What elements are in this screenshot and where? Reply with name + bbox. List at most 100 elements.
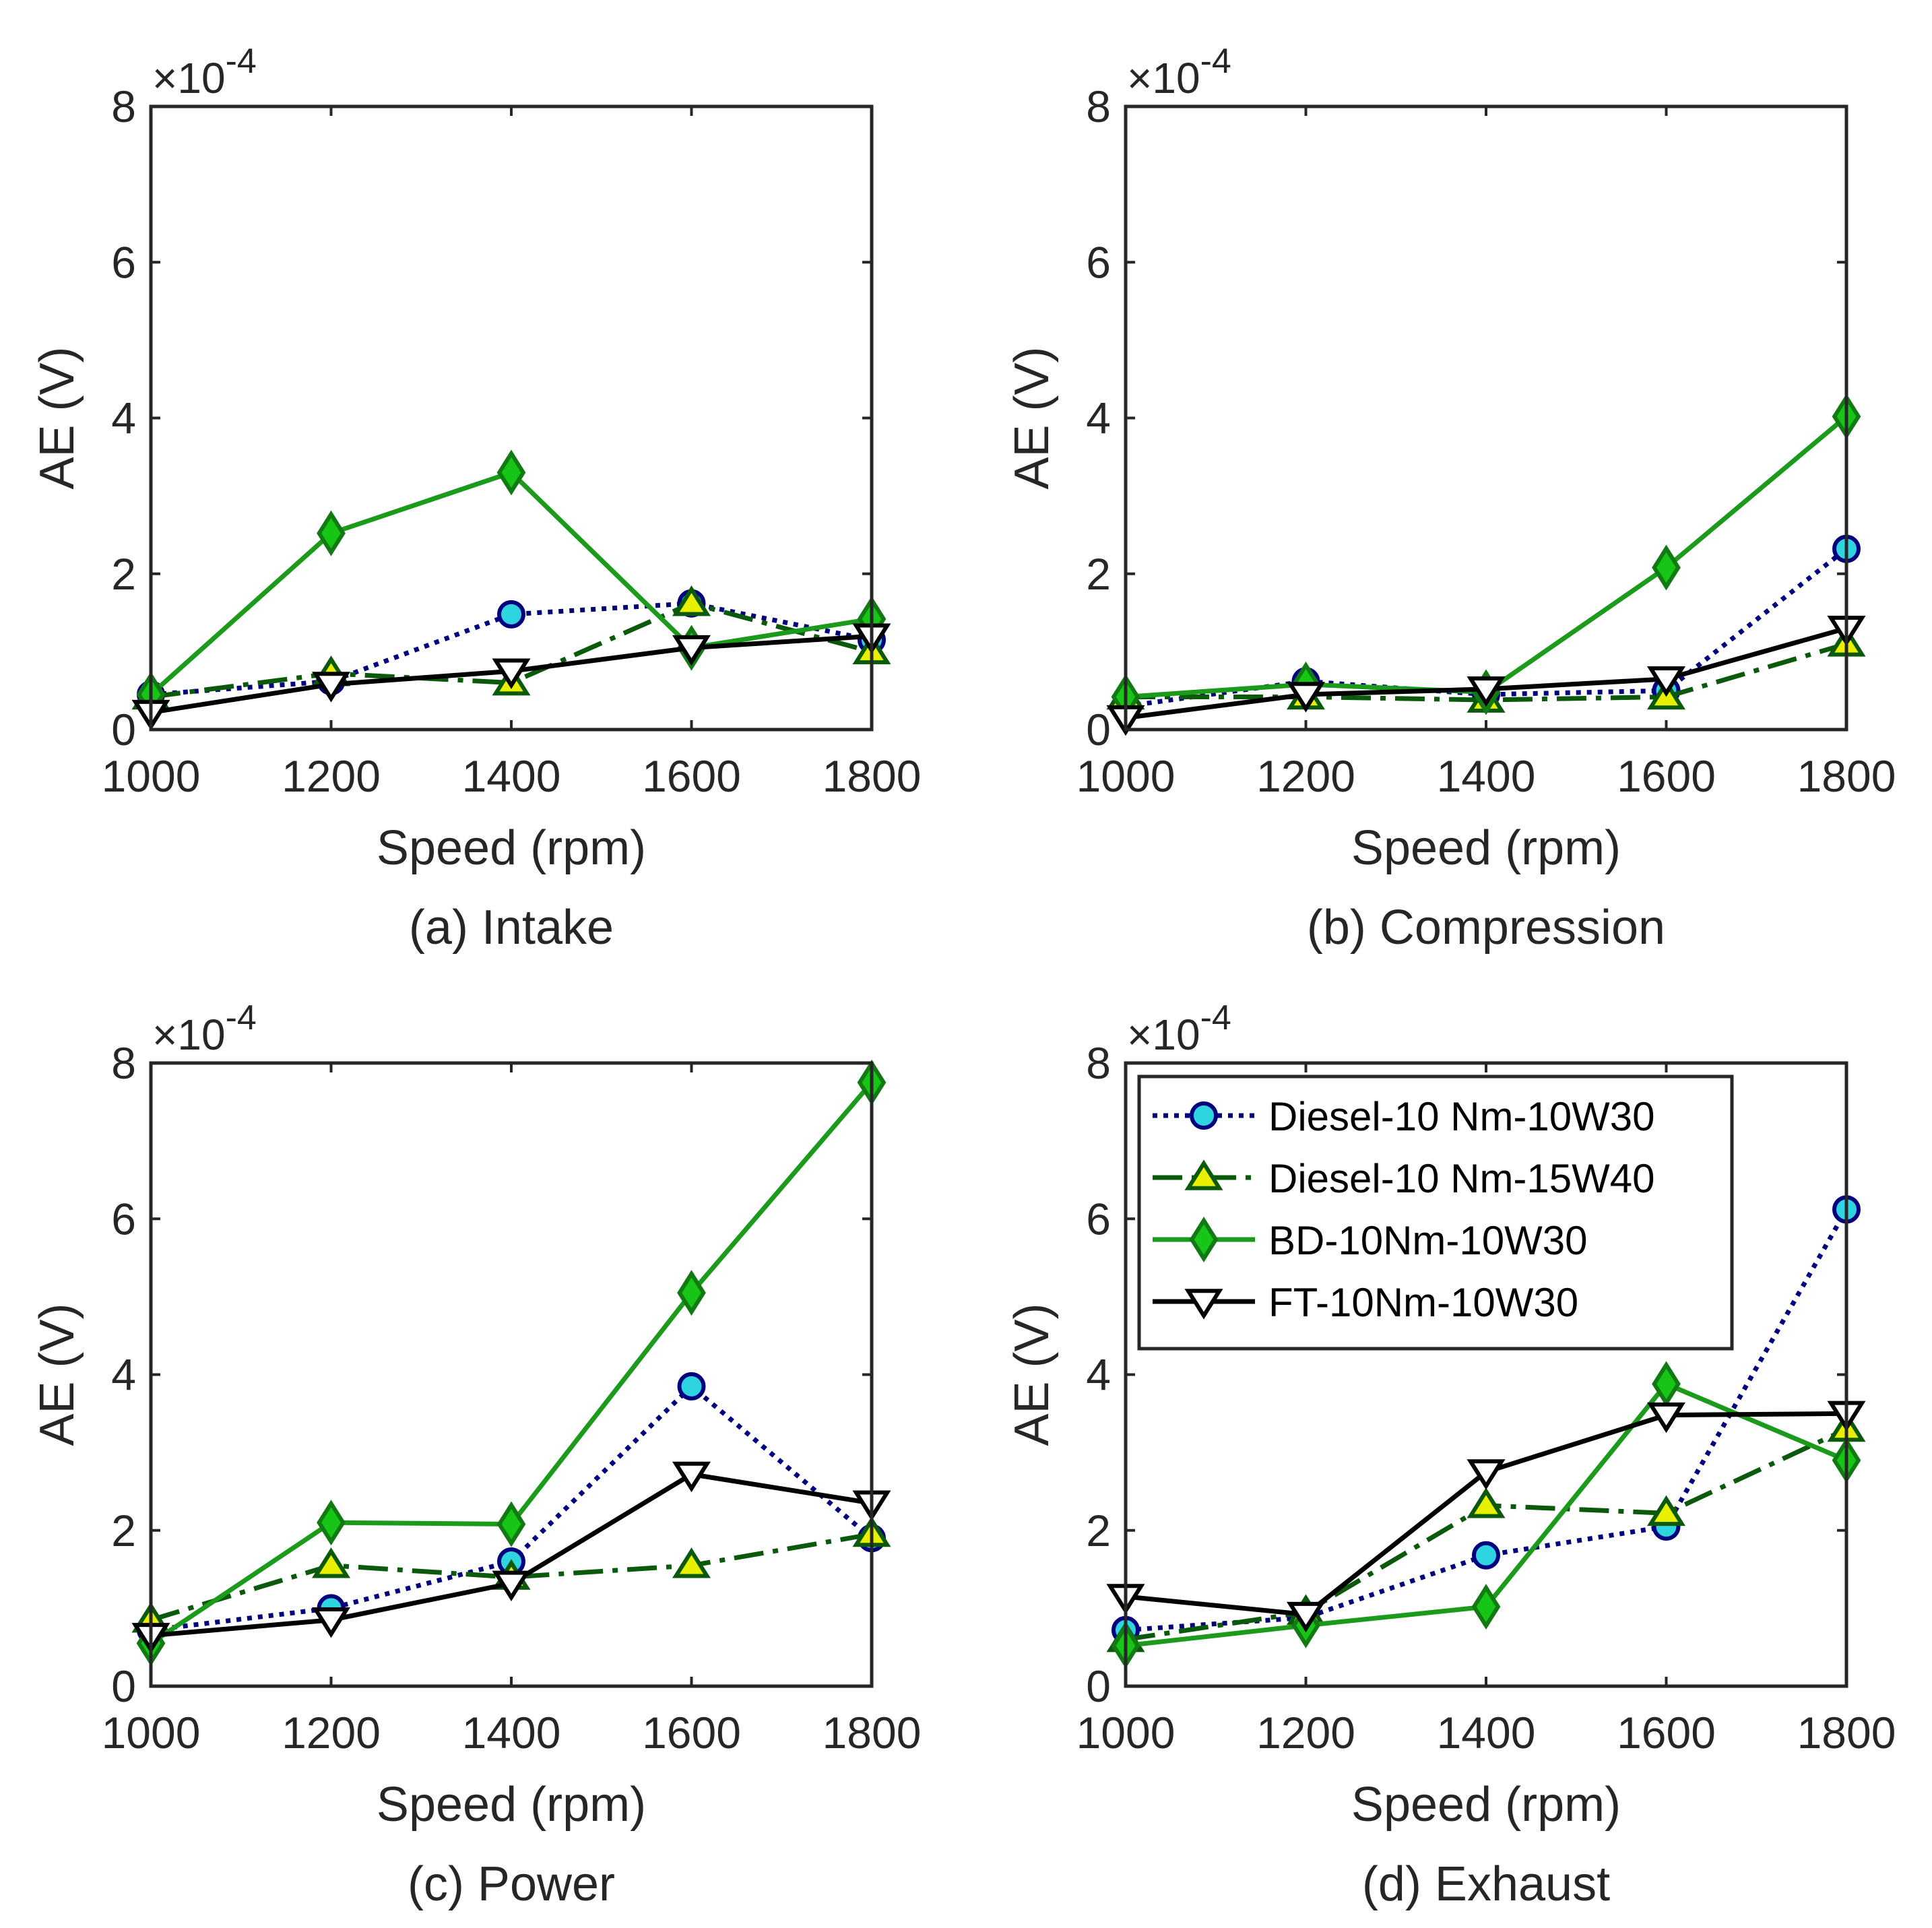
panel-exhaust: 1000 1200 1400 1600 1800 0 2 4 6 8 ×10-4 Speed (rpm… — [1005, 998, 1896, 1911]
y-tick-label-0: 0 — [111, 705, 136, 754]
point-bd-10nm-10w30-1600 — [677, 1270, 706, 1316]
point-ft-10nm-10w30-1400 — [1467, 1459, 1506, 1490]
series-line-diesel-10-nm-10w30 — [150, 601, 872, 697]
legend-marker-diesel-10-nm-10w30 — [1190, 1101, 1218, 1130]
point-bd-10nm-10w30-1200 — [317, 510, 346, 556]
point-bd-10nm-10w30-1400 — [1471, 1584, 1501, 1630]
x-tick-label-1400: 1400 — [1437, 751, 1536, 801]
point-diesel-10-nm-15w40-1400 — [1467, 1487, 1506, 1518]
y-axis-label: AE (V) — [30, 1303, 84, 1446]
x-axis-label: Speed (rpm) — [377, 1778, 646, 1832]
point-diesel-10-nm-15w40-1600 — [672, 585, 711, 616]
y-exponent-label: ×10-4 — [152, 42, 257, 102]
legend-marker-diesel-10-nm-15w40 — [1184, 1159, 1223, 1190]
y-tick-label-2: 2 — [111, 1506, 136, 1555]
series-ft-10nm-10w30 — [1106, 1401, 1866, 1633]
y-tick-label-2: 2 — [1086, 549, 1111, 599]
x-tick-label-1800: 1800 — [823, 751, 922, 801]
x-tick-label-1600: 1600 — [1617, 1708, 1716, 1758]
legend-marker-bd-10nm-10w30 — [1189, 1217, 1219, 1262]
plot-area — [1126, 106, 1846, 730]
x-tick-label-1600: 1600 — [642, 1708, 741, 1758]
x-axis-label: Speed (rpm) — [1351, 1778, 1621, 1832]
point-bd-10nm-10w30-1200 — [317, 1500, 346, 1546]
x-tick-label-1800: 1800 — [1797, 1708, 1896, 1758]
axes-box — [149, 1061, 874, 1688]
legend-label-diesel-10-nm-15w40: Diesel-10 Nm-15W40 — [1268, 1156, 1655, 1201]
series-line-diesel-10-nm-15w40 — [150, 601, 872, 699]
x-axis-label: Speed (rpm) — [1351, 821, 1621, 875]
x-tick-label-1600: 1600 — [1617, 751, 1716, 801]
x-tick-label-1400: 1400 — [462, 1708, 561, 1758]
point-ft-10nm-10w30-1200 — [1286, 1601, 1326, 1633]
y-tick-label-4: 4 — [111, 393, 136, 443]
y-axis-label: AE (V) — [30, 346, 84, 489]
x-axis-label: Speed (rpm) — [377, 821, 646, 875]
point-ft-10nm-10w30-1600 — [1646, 1402, 1686, 1434]
point-ft-10nm-10w30-1400 — [1467, 676, 1506, 707]
point-bd-10nm-10w30-1400 — [496, 449, 526, 496]
x-tick-label-1600: 1600 — [642, 751, 741, 801]
y-tick-label-8: 8 — [111, 82, 136, 131]
x-tick-label-1800: 1800 — [823, 1708, 922, 1758]
point-ft-10nm-10w30-1400 — [492, 1570, 531, 1602]
y-exponent-label: ×10-4 — [1127, 998, 1231, 1059]
point-diesel-10-nm-15w40-1600 — [672, 1547, 711, 1578]
point-ft-10nm-10w30-1600 — [1646, 666, 1686, 697]
y-tick-label-4: 4 — [111, 1350, 136, 1400]
legend-label-diesel-10-nm-10w30: Diesel-10 Nm-10W30 — [1268, 1094, 1655, 1139]
legend: Diesel-10 Nm-10W30 Diesel-10 Nm-15W40 BD-1… — [1137, 1074, 1734, 1351]
legend-marker-ft-10nm-10w30 — [1184, 1289, 1223, 1320]
point-ft-10nm-10w30-1600 — [672, 635, 711, 666]
x-tick-label-1200: 1200 — [282, 1708, 381, 1758]
panel-caption: (a) Intake — [409, 901, 614, 955]
y-exponent-label: ×10-4 — [1127, 42, 1231, 102]
y-tick-label-6: 6 — [111, 237, 136, 287]
point-bd-10nm-10w30-1600 — [1652, 544, 1681, 591]
panel-compression: 1000 1200 1400 1600 1800 0 2 4 6 8 ×10-4 Speed (rpm… — [1005, 42, 1896, 955]
series-line-diesel-10-nm-15w40 — [1126, 641, 1847, 703]
y-tick-label-4: 4 — [1086, 1350, 1111, 1400]
y-tick-label-0: 0 — [111, 1661, 136, 1711]
x-tick-label-1000: 1000 — [1076, 1708, 1176, 1758]
point-diesel-10-nm-10w30-1400 — [497, 600, 525, 629]
y-tick-label-6: 6 — [1086, 237, 1111, 287]
y-tick-label-0: 0 — [1086, 1661, 1111, 1711]
x-tick-label-1400: 1400 — [1437, 1708, 1536, 1758]
panel-caption: (b) Compression — [1307, 901, 1665, 955]
point-ft-10nm-10w30-1600 — [672, 1461, 711, 1493]
x-tick-label-1000: 1000 — [102, 751, 201, 801]
x-tick-label-1200: 1200 — [282, 751, 381, 801]
series-line-diesel-10-nm-15w40 — [150, 1532, 872, 1623]
x-tick-label-1800: 1800 — [1797, 751, 1896, 801]
point-diesel-10-nm-10w30-1400 — [1472, 1541, 1500, 1570]
axes-box — [1124, 104, 1848, 732]
point-diesel-10-nm-15w40-1600 — [1646, 1495, 1686, 1527]
y-tick-label-4: 4 — [1086, 393, 1111, 443]
x-tick-label-1000: 1000 — [1076, 751, 1176, 801]
y-tick-label-8: 8 — [1086, 82, 1111, 131]
point-ft-10nm-10w30-1200 — [1286, 682, 1326, 713]
y-axis-label: AE (V) — [1005, 1303, 1059, 1446]
y-axis-label: AE (V) — [1005, 346, 1059, 489]
panel-caption: (d) Exhaust — [1362, 1857, 1610, 1911]
y-tick-label-2: 2 — [111, 549, 136, 599]
y-tick-label-2: 2 — [1086, 1506, 1111, 1555]
y-tick-label-8: 8 — [1086, 1038, 1111, 1088]
axes-box — [1124, 1061, 1848, 1688]
point-ft-10nm-10w30-1200 — [311, 672, 351, 703]
point-ft-10nm-10w30-1200 — [311, 1607, 351, 1638]
x-tick-label-1000: 1000 — [102, 1708, 201, 1758]
y-tick-label-8: 8 — [111, 1038, 136, 1088]
y-tick-label-6: 6 — [1086, 1194, 1111, 1244]
legend-label-bd-10nm-10w30: BD-10Nm-10W30 — [1268, 1218, 1587, 1263]
panel-caption: (c) Power — [408, 1857, 615, 1911]
point-diesel-10-nm-10w30-1600 — [677, 1372, 706, 1401]
axes-box — [149, 104, 874, 732]
point-ft-10nm-10w30-1400 — [492, 658, 531, 689]
y-tick-label-6: 6 — [111, 1194, 136, 1244]
point-bd-10nm-10w30-1400 — [496, 1501, 526, 1547]
point-diesel-10-nm-15w40-1200 — [311, 1547, 351, 1578]
y-tick-label-0: 0 — [1086, 705, 1111, 754]
